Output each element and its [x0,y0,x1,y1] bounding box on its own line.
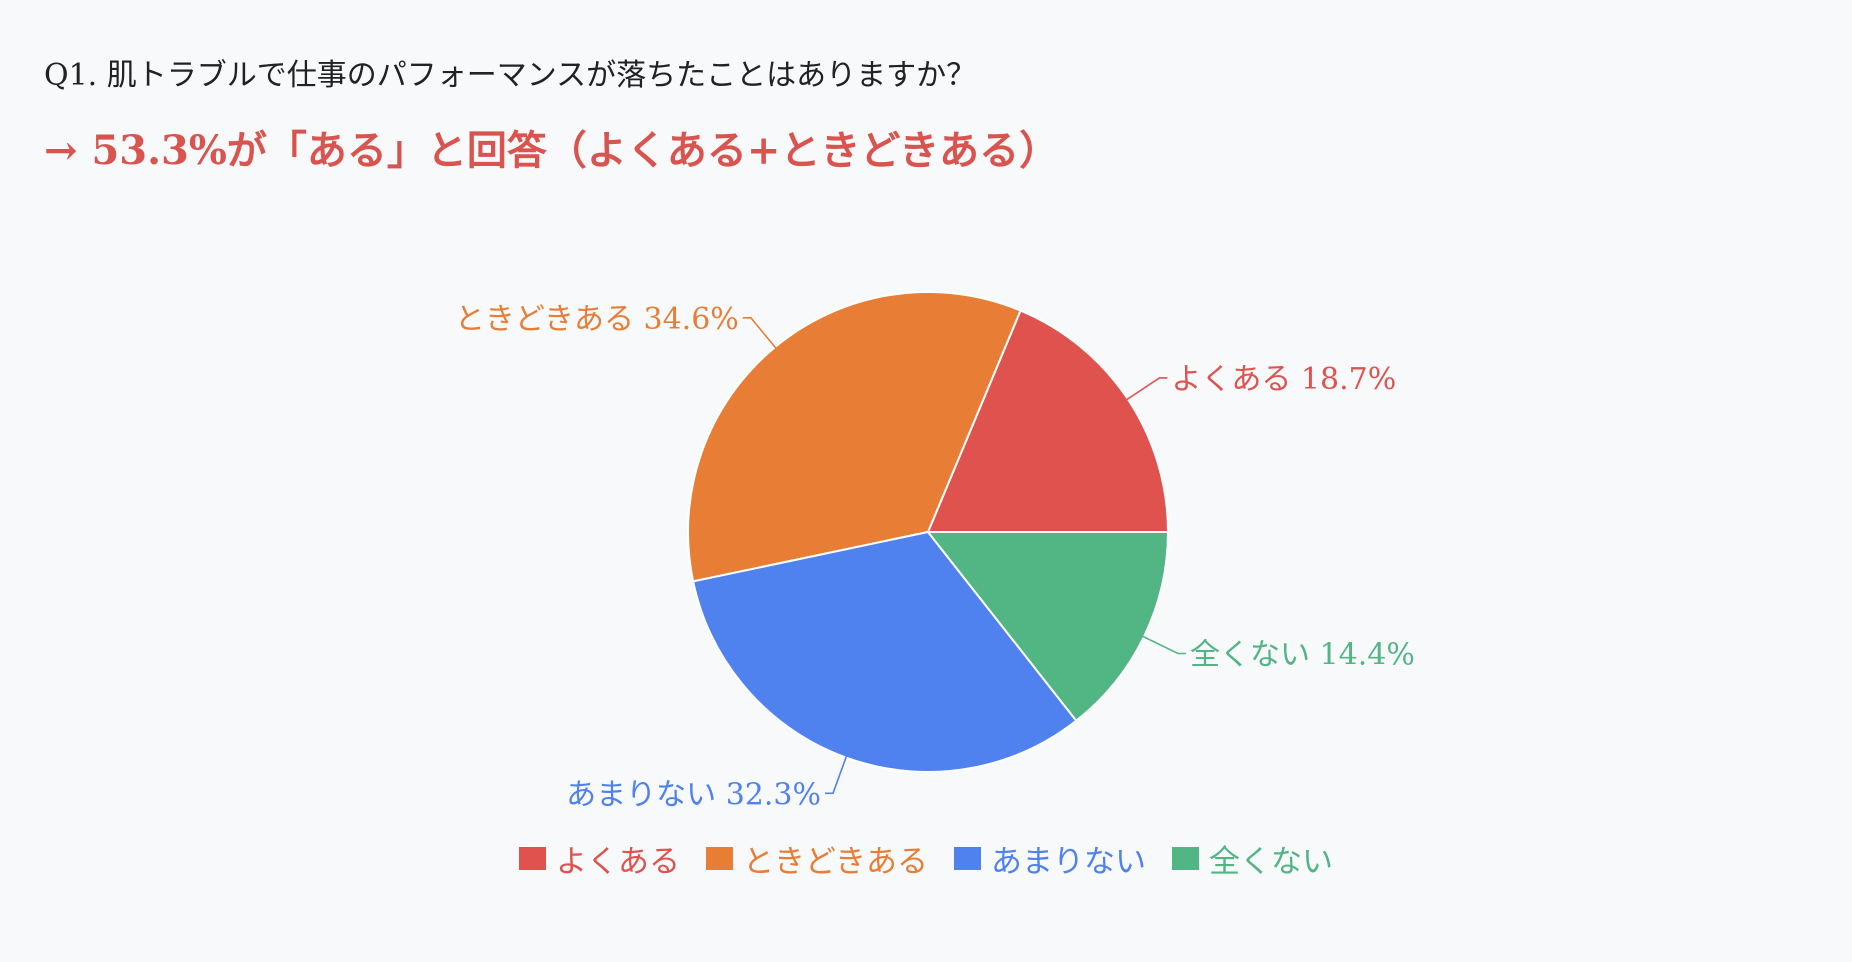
legend-label: あまりない [991,844,1147,880]
legend-label: ときどきある [742,844,929,880]
label-rarely: あまりない 32.3% [566,777,821,812]
legend-swatch [705,847,733,870]
label-never: 全くない 14.4% [1190,638,1415,673]
chart-legend: よくある ときどきある あまりない 全くない [0,836,1852,881]
legend-swatch [954,847,982,870]
legend-label: 全くない [1209,844,1334,880]
legend-swatch [1172,847,1200,870]
question-text: Q1. 肌トラブルで仕事のパフォーマンスが落ちたことはありますか？ [44,58,977,93]
legend-item: 全くない [1172,836,1333,881]
legend-item: よくある [518,836,680,881]
leader-line [1123,377,1168,403]
legend-item: あまりない [954,836,1146,881]
leader-line [825,752,849,795]
result-headline: → 53.3%が「ある」と回答（よくある+ときどきある） [44,127,1060,174]
legend-item: ときどきある [705,836,929,881]
label-often: よくある 18.7% [1171,362,1396,397]
leader-line [742,317,779,352]
legend-swatch [518,847,546,870]
leader-line [1139,634,1186,655]
legend-label: よくある [555,844,680,880]
label-sometimes: ときどきある 34.6% [455,302,739,337]
